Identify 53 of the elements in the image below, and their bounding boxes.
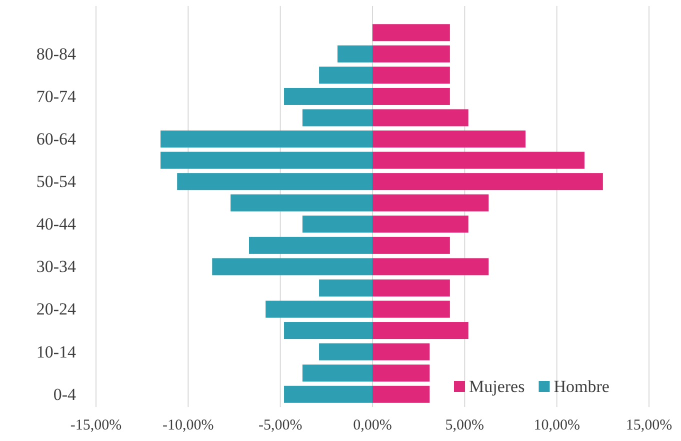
x-tick-label: 0,00% bbox=[353, 418, 392, 434]
bar bbox=[372, 216, 468, 233]
bar bbox=[372, 88, 450, 105]
bar bbox=[372, 45, 450, 62]
bar bbox=[319, 343, 372, 360]
bar bbox=[266, 300, 372, 318]
bar bbox=[212, 258, 372, 276]
bar bbox=[284, 88, 372, 105]
bar bbox=[319, 66, 372, 84]
bar bbox=[177, 173, 372, 190]
bar bbox=[372, 300, 450, 318]
y-tick-label: 70-74 bbox=[36, 86, 76, 106]
y-tick-label: 50-54 bbox=[36, 172, 76, 192]
y-tick-label: 10-14 bbox=[36, 342, 76, 362]
bar bbox=[372, 258, 489, 276]
bar bbox=[372, 173, 603, 190]
bar bbox=[284, 322, 372, 340]
x-tick-label: 10,00% bbox=[534, 418, 580, 434]
x-tick-label: -10,00% bbox=[162, 418, 214, 434]
bar bbox=[230, 194, 372, 212]
legend-label: Mujeres bbox=[469, 377, 525, 396]
bar bbox=[372, 109, 468, 126]
x-tick-label: 15,00% bbox=[626, 418, 672, 434]
bar bbox=[372, 130, 526, 148]
bar bbox=[248, 236, 372, 254]
bar bbox=[372, 364, 430, 382]
y-tick-label: 20-24 bbox=[36, 300, 76, 319]
bar bbox=[372, 279, 450, 296]
y-tick-label: 60-64 bbox=[36, 129, 76, 148]
bar bbox=[372, 152, 584, 169]
bar bbox=[372, 343, 430, 360]
bar bbox=[337, 45, 372, 62]
y-tick-label: 0-4 bbox=[53, 384, 76, 404]
legend-label: Hombre bbox=[554, 377, 610, 396]
y-tick-label: 40-44 bbox=[36, 214, 76, 234]
bar bbox=[372, 322, 468, 340]
bar bbox=[160, 130, 372, 148]
bar bbox=[372, 236, 450, 254]
x-tick-label: 5,00% bbox=[445, 418, 484, 434]
x-tick-label: -5,00% bbox=[258, 418, 302, 434]
bar bbox=[302, 364, 372, 382]
bar bbox=[160, 152, 372, 169]
bar bbox=[284, 386, 372, 403]
bar bbox=[372, 194, 489, 212]
bar bbox=[302, 216, 372, 233]
x-tick-label: -15,00% bbox=[70, 418, 122, 434]
bar bbox=[372, 66, 450, 84]
bar bbox=[372, 24, 450, 42]
y-tick-label: 30-34 bbox=[36, 257, 76, 276]
y-tick-label: 80-84 bbox=[36, 44, 76, 64]
bar bbox=[319, 279, 372, 296]
bar bbox=[302, 109, 372, 126]
bar bbox=[372, 386, 430, 403]
